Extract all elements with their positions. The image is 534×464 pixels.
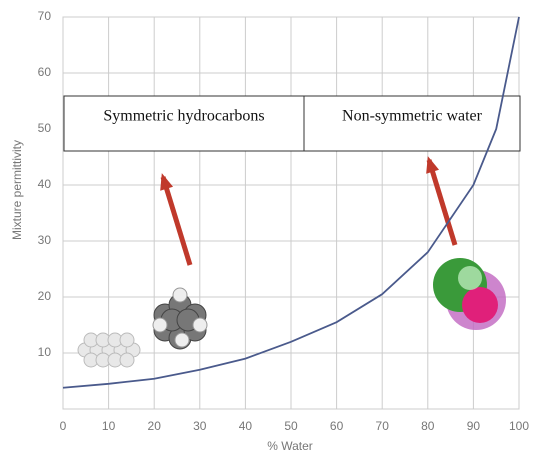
x-tick-label: 20 xyxy=(148,419,162,433)
annotation: Symmetric hydrocarbons xyxy=(103,108,264,125)
arrow-head xyxy=(160,173,174,191)
annotation-box xyxy=(63,95,305,152)
atom xyxy=(119,332,135,348)
atom xyxy=(174,332,190,348)
x-tick-label: 30 xyxy=(193,419,207,433)
x-tick-label: 50 xyxy=(284,419,298,433)
y-tick-label: 20 xyxy=(38,289,52,303)
annotation: Non-symmetric water xyxy=(342,108,483,125)
y-tick-label: 40 xyxy=(38,177,52,191)
x-axis-title: % Water xyxy=(267,439,313,453)
atom xyxy=(152,317,168,333)
x-tick-label: 10 xyxy=(102,419,116,433)
x-tick-label: 90 xyxy=(467,419,481,433)
arrow-shaft xyxy=(426,159,458,246)
line xyxy=(62,16,520,389)
x-tick-label: 0 xyxy=(60,419,67,433)
illustrations xyxy=(77,156,506,368)
x-tick-label: 100 xyxy=(509,419,529,433)
atom xyxy=(119,352,135,368)
y-tick-label: 70 xyxy=(38,9,52,23)
y-tick-label: 50 xyxy=(38,121,52,135)
y-tick-label: 10 xyxy=(38,345,52,359)
x-tick-label: 70 xyxy=(376,419,390,433)
y-tick-label: 60 xyxy=(38,65,52,79)
annotation-box xyxy=(303,95,521,152)
atom xyxy=(192,317,208,333)
arrow-head xyxy=(426,156,440,174)
y-tick-label: 30 xyxy=(38,233,52,247)
atom xyxy=(458,266,482,290)
atom xyxy=(462,287,498,323)
x-tick-label: 40 xyxy=(239,419,253,433)
x-tick-label: 80 xyxy=(421,419,435,433)
arrow-shaft xyxy=(160,176,193,266)
atom xyxy=(172,287,188,303)
x-tick-label: 60 xyxy=(330,419,344,433)
y-axis-title: Mixture permittivity xyxy=(10,140,24,240)
